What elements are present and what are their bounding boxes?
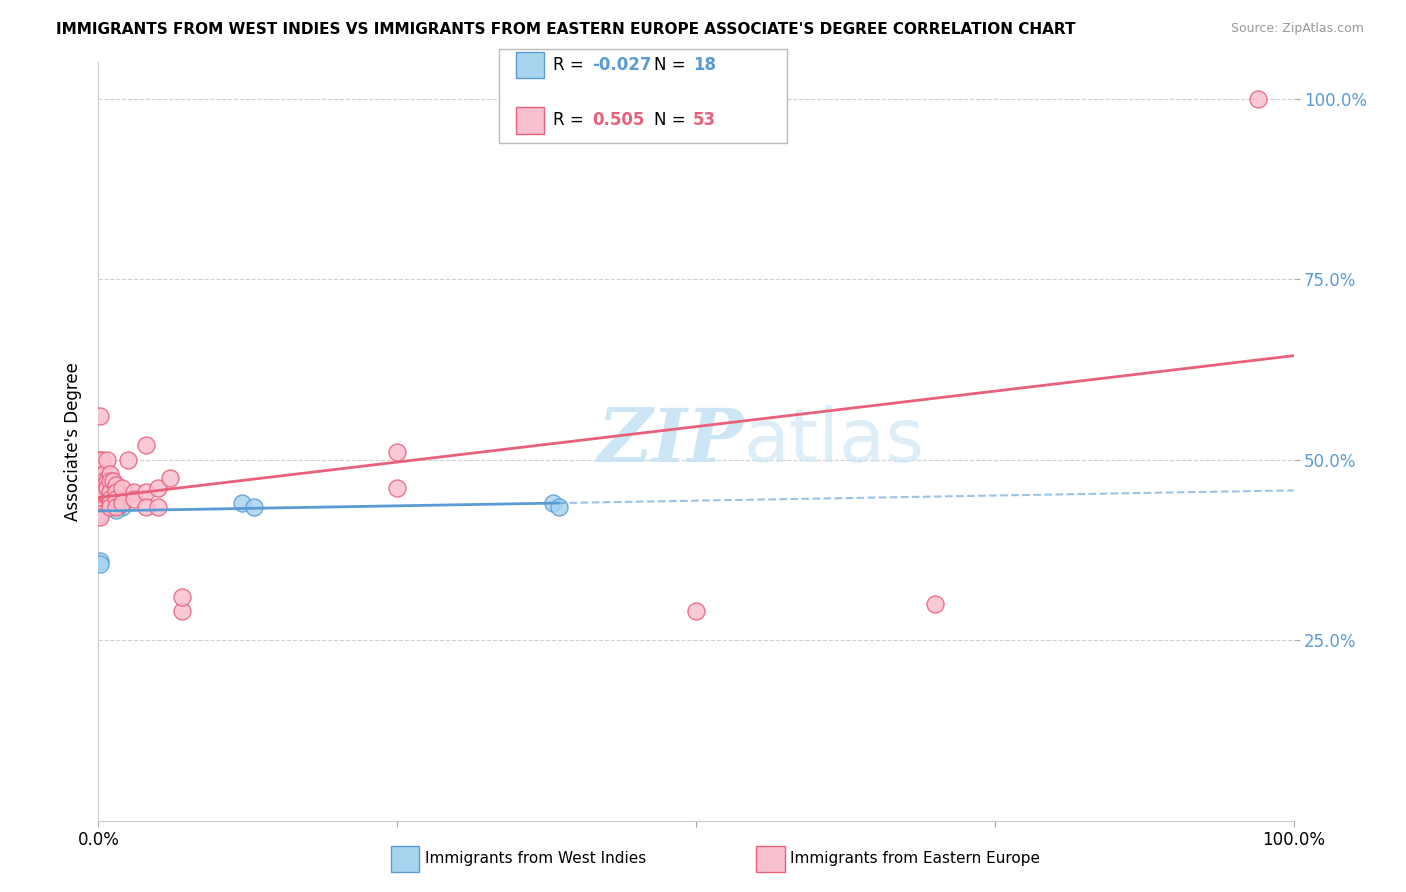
Point (97, 485, 120, 500)
Point (111, 500, 134, 514)
Point (89, 492, 111, 507)
Point (89, 478, 111, 492)
Point (89, 409, 111, 424)
Point (148, 482, 170, 496)
Point (93, 489, 115, 503)
Point (98, 492, 122, 507)
Text: N =: N = (654, 112, 690, 129)
Text: R =: R = (553, 112, 589, 129)
Point (124, 492, 146, 507)
Point (89, 503, 111, 517)
Point (89, 510, 111, 524)
Text: IMMIGRANTS FROM WEST INDIES VS IMMIGRANTS FROM EASTERN EUROPE ASSOCIATE'S DEGREE: IMMIGRANTS FROM WEST INDIES VS IMMIGRANT… (56, 22, 1076, 37)
Point (685, 604, 707, 618)
Point (89, 507, 111, 521)
Point (96, 475, 118, 489)
Point (148, 500, 170, 514)
Point (124, 485, 146, 500)
Text: R =: R = (553, 56, 589, 74)
Point (89, 489, 111, 503)
Point (135, 485, 157, 500)
Point (111, 496, 134, 510)
Point (98, 496, 122, 510)
Point (172, 604, 194, 618)
Point (89, 496, 111, 510)
Point (96, 482, 118, 496)
Point (547, 500, 569, 514)
Point (117, 452, 139, 467)
Point (89, 485, 111, 500)
Point (105, 478, 128, 492)
Point (105, 503, 128, 517)
Text: 53: 53 (693, 112, 716, 129)
Point (231, 496, 253, 510)
Point (93, 475, 115, 489)
Point (89, 475, 111, 489)
Point (101, 475, 124, 489)
Point (98, 467, 122, 481)
Point (98, 485, 122, 500)
Point (111, 482, 134, 496)
Text: Source: ZipAtlas.com: Source: ZipAtlas.com (1230, 22, 1364, 36)
Point (98, 496, 122, 510)
Text: ZIP: ZIP (598, 405, 744, 478)
Point (89, 507, 111, 521)
Point (93, 485, 115, 500)
Point (98, 475, 122, 489)
Text: Immigrants from West Indies: Immigrants from West Indies (425, 852, 645, 866)
Text: 0.505: 0.505 (592, 112, 644, 129)
Point (91, 485, 114, 500)
Point (93, 467, 115, 481)
Point (90, 500, 112, 514)
Point (89, 503, 111, 517)
Point (105, 492, 128, 507)
Point (105, 485, 128, 500)
Point (1247, 91, 1270, 105)
Text: atlas: atlas (744, 405, 925, 478)
Point (89, 496, 111, 510)
Point (89, 452, 111, 467)
Point (91, 452, 114, 467)
Point (96, 452, 118, 467)
Text: N =: N = (654, 56, 690, 74)
Point (93, 478, 115, 492)
Point (89, 482, 111, 496)
Y-axis label: Associate's Degree: Associate's Degree (65, 362, 83, 521)
Point (135, 500, 157, 514)
Point (159, 470, 181, 484)
Text: Immigrants from Eastern Europe: Immigrants from Eastern Europe (790, 852, 1040, 866)
Point (91, 482, 114, 496)
Point (385, 445, 409, 459)
Point (541, 496, 564, 510)
Point (89, 500, 111, 514)
Text: 18: 18 (693, 56, 716, 74)
Point (89, 482, 111, 496)
Point (89, 554, 111, 568)
Point (89, 467, 111, 481)
Point (172, 590, 194, 604)
Point (89, 558, 111, 572)
Point (135, 438, 157, 452)
Point (924, 597, 946, 611)
Point (385, 482, 409, 496)
Point (91, 503, 114, 517)
Point (243, 500, 266, 514)
Point (98, 500, 122, 514)
Point (105, 500, 128, 514)
Text: -0.027: -0.027 (592, 56, 651, 74)
Point (89, 485, 111, 500)
